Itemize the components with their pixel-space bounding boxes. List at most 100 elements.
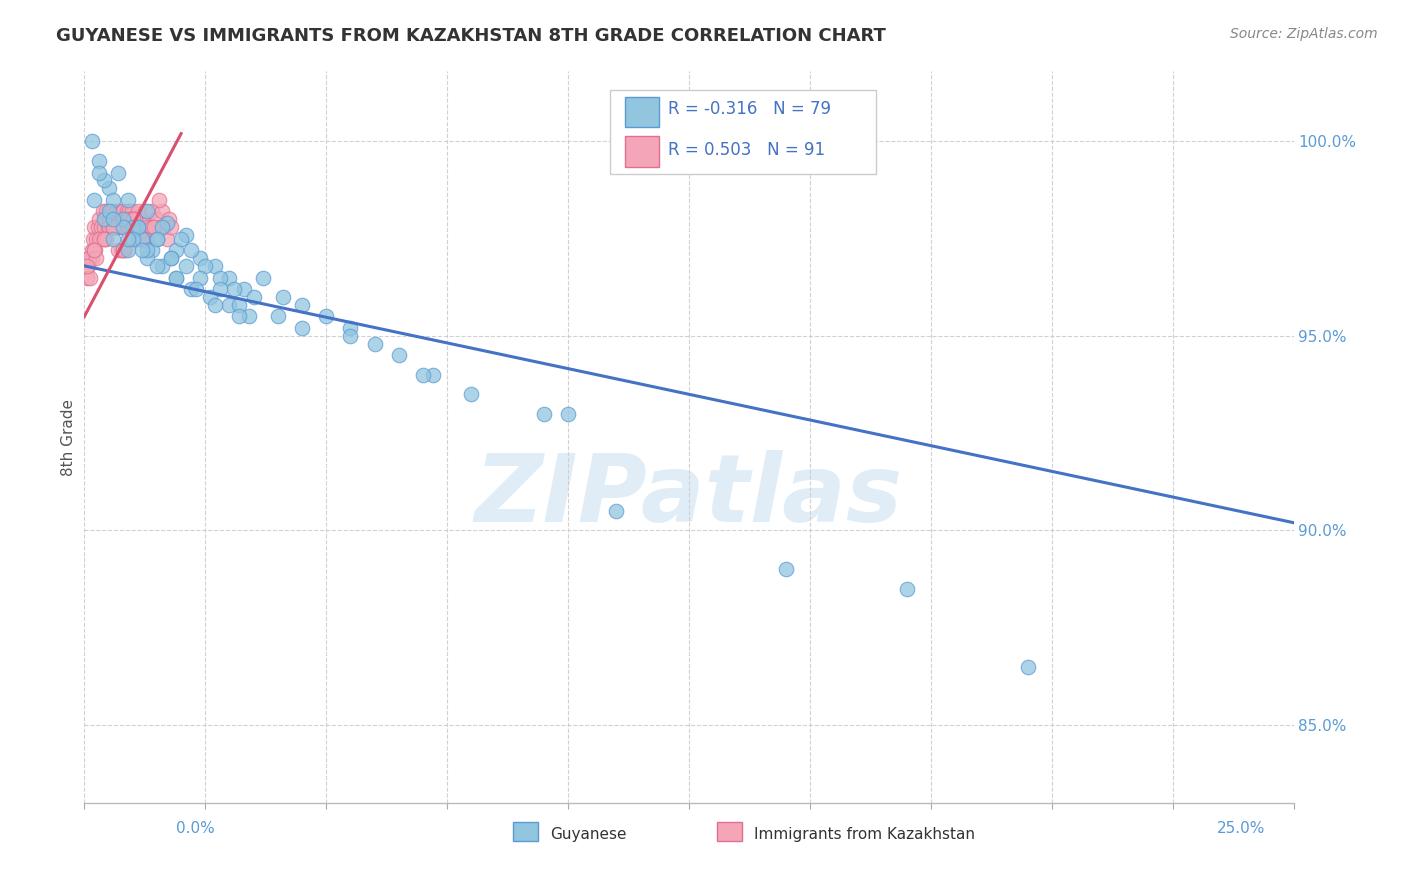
Point [174, 259, 197, 273]
Point [101, 204, 124, 219]
Point [141, 244, 163, 258]
Point [228, 310, 250, 324]
Point [131, 232, 153, 246]
Point [124, 212, 146, 227]
Point [129, 232, 152, 246]
Point [121, 212, 143, 227]
Point [557, 407, 579, 421]
Point [160, 251, 183, 265]
Point [111, 212, 134, 227]
Point [150, 204, 173, 219]
Point [150, 219, 173, 234]
Point [131, 244, 153, 258]
Point [218, 270, 240, 285]
Point [103, 219, 125, 234]
Text: ZIPatlas: ZIPatlas [475, 450, 903, 541]
Point [1017, 659, 1039, 673]
Point [117, 212, 139, 227]
Point [86, 251, 108, 265]
Point [146, 212, 169, 227]
Point [120, 212, 142, 227]
Point [104, 204, 127, 219]
Point [208, 282, 231, 296]
Point [208, 270, 231, 285]
Point [112, 204, 135, 219]
Point [117, 193, 139, 207]
Point [233, 282, 256, 296]
Point [138, 219, 160, 234]
Point [155, 232, 177, 246]
Point [103, 212, 125, 227]
Point [339, 329, 361, 343]
Point [190, 270, 212, 285]
Point [76, 270, 98, 285]
Point [90, 219, 112, 234]
Point [112, 244, 135, 258]
Point [160, 251, 183, 265]
Text: Source: ZipAtlas.com: Source: ZipAtlas.com [1230, 27, 1378, 41]
Point [80, 251, 103, 265]
Point [291, 321, 314, 335]
Point [117, 219, 139, 234]
Point [107, 212, 129, 227]
Point [76, 259, 98, 273]
Y-axis label: 8th Grade: 8th Grade [60, 399, 76, 475]
Point [896, 582, 918, 596]
Point [198, 290, 221, 304]
Point [138, 219, 160, 234]
Point [150, 259, 173, 273]
Point [121, 219, 143, 234]
Point [87, 219, 110, 234]
Text: GUYANESE VS IMMIGRANTS FROM KAZAKHSTAN 8TH GRADE CORRELATION CHART: GUYANESE VS IMMIGRANTS FROM KAZAKHSTAN 8… [56, 27, 886, 45]
Point [134, 232, 156, 246]
Point [103, 212, 125, 227]
Point [388, 348, 411, 362]
Point [87, 153, 110, 168]
Point [77, 251, 100, 265]
Point [131, 232, 153, 246]
Point [363, 336, 385, 351]
Point [97, 204, 120, 219]
FancyBboxPatch shape [610, 90, 876, 174]
Point [129, 219, 152, 234]
Point [141, 204, 163, 219]
Point [100, 219, 122, 234]
Point [112, 244, 135, 258]
Point [533, 407, 555, 421]
Point [252, 270, 274, 285]
Point [86, 232, 108, 246]
Point [315, 310, 337, 324]
Point [148, 219, 170, 234]
Point [115, 204, 138, 219]
Point [104, 219, 127, 234]
Point [103, 193, 125, 207]
Point [165, 244, 187, 258]
Point [93, 232, 115, 246]
Point [117, 232, 139, 246]
Point [103, 232, 125, 246]
Text: 0.0%: 0.0% [176, 821, 215, 836]
Point [93, 173, 115, 187]
Point [87, 212, 110, 227]
Point [121, 232, 143, 246]
Point [131, 232, 153, 246]
Point [460, 387, 482, 401]
Point [89, 232, 111, 246]
Point [224, 282, 246, 296]
Point [105, 219, 128, 234]
Point [110, 244, 132, 258]
Text: R = -0.316   N = 79: R = -0.316 N = 79 [668, 100, 831, 118]
Point [97, 181, 120, 195]
Point [120, 212, 142, 227]
Point [155, 216, 177, 230]
Point [107, 165, 129, 179]
Point [204, 259, 226, 273]
Point [80, 244, 103, 258]
Point [422, 368, 444, 382]
Point [170, 232, 193, 246]
Point [121, 212, 143, 227]
Point [165, 270, 187, 285]
Point [121, 219, 143, 234]
Point [180, 244, 202, 258]
Point [242, 290, 264, 304]
